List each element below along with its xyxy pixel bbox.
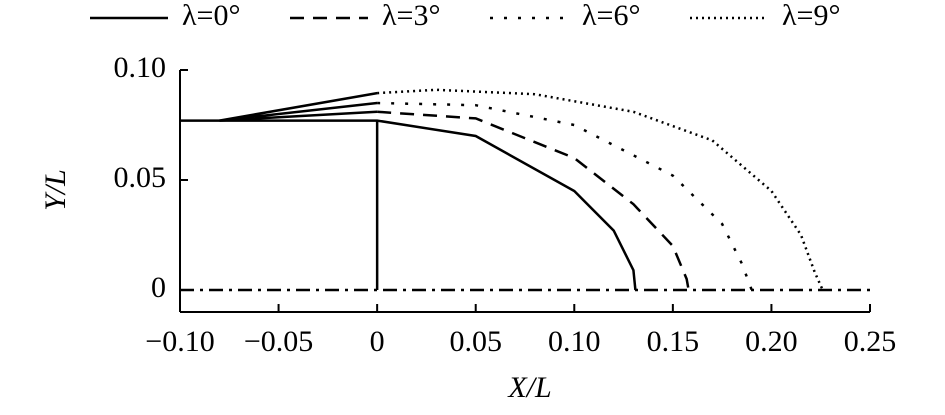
y-tick-label: 0.05: [114, 161, 167, 194]
series-line: [219, 91, 379, 290]
x-tick-label: 0: [370, 325, 385, 358]
series-line: [377, 110, 690, 291]
x-tick-label: 0.25: [844, 325, 897, 358]
y-tick-label: 0.10: [114, 51, 167, 84]
x-tick-label: 0.20: [745, 325, 798, 358]
y-tick-label: 0: [151, 271, 166, 304]
legend-label: λ=9°: [782, 0, 840, 32]
legend-label: λ=6°: [582, 0, 640, 32]
series-line: [377, 101, 753, 291]
legend-label: λ=3°: [382, 0, 440, 32]
series-line: [180, 119, 637, 291]
legend-label: λ=0°: [182, 0, 240, 32]
x-tick-label: −0.10: [145, 325, 214, 358]
y-axis-label: Y/L: [39, 169, 72, 211]
series-line: [377, 88, 824, 291]
x-tick-label: 0.05: [449, 325, 502, 358]
x-tick-label: −0.05: [244, 325, 313, 358]
x-axis-label: X/L: [507, 371, 551, 404]
x-tick-label: 0.10: [548, 325, 601, 358]
x-tick-label: 0.15: [647, 325, 700, 358]
